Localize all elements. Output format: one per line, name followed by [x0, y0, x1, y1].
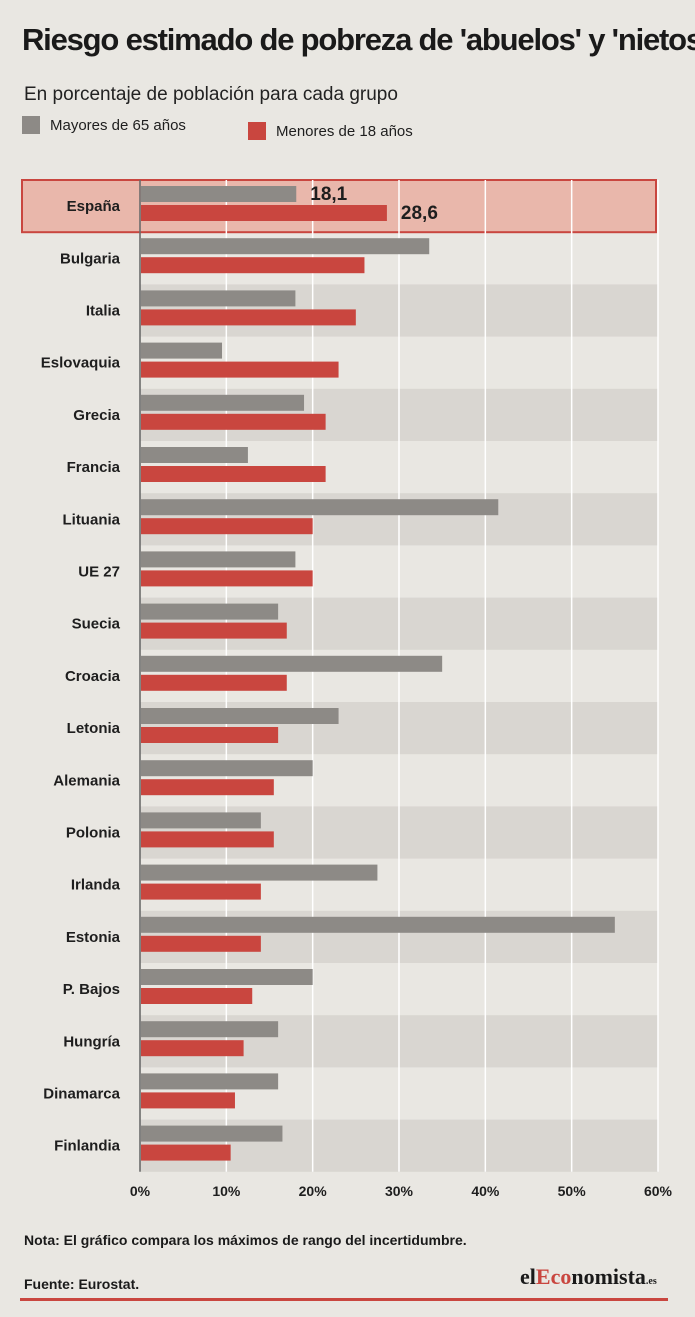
- bar-menores: [141, 779, 274, 796]
- category-label: UE 27: [78, 564, 120, 581]
- category-label: Letonia: [67, 720, 121, 737]
- category-label: P. Bajos: [63, 981, 120, 998]
- legend-item-menores: Menores de 18 años: [248, 122, 413, 140]
- bar-mayores: [141, 916, 615, 933]
- category-label: Francia: [67, 459, 121, 476]
- bar-menores: [141, 309, 356, 326]
- bar-menores: [141, 935, 261, 952]
- bar-mayores: [141, 969, 313, 985]
- bar-menores: [141, 518, 313, 535]
- chart-title: Riesgo estimado de pobreza de 'abuelos' …: [22, 22, 695, 57]
- x-tick-label: 0%: [130, 1183, 151, 1199]
- legend-label-menores: Menores de 18 años: [276, 122, 413, 140]
- category-label: Polonia: [66, 825, 121, 842]
- bar-mayores: [141, 551, 296, 568]
- bar-mayores: [141, 1073, 279, 1090]
- category-label: Estonia: [66, 929, 121, 946]
- category-label: Eslovaquia: [41, 355, 121, 372]
- bar-menores: [141, 674, 287, 691]
- bar-mayores: [141, 708, 339, 724]
- legend-label-mayores: Mayores de 65 años: [50, 116, 186, 134]
- bar-menores: [141, 1040, 244, 1057]
- bar-menores: [141, 466, 326, 482]
- bar-mayores: [141, 186, 297, 202]
- category-label: Suecia: [72, 616, 121, 633]
- category-label: Finlandia: [54, 1138, 120, 1155]
- legend-swatch-gray: [22, 116, 40, 134]
- category-label: Dinamarca: [43, 1086, 120, 1103]
- category-label: Croacia: [65, 668, 121, 685]
- bar-menores: [141, 988, 253, 1004]
- x-tick-label: 20%: [299, 1183, 328, 1199]
- category-label: Lituania: [62, 511, 120, 528]
- category-label: Italia: [86, 303, 121, 320]
- footer-rule: [20, 1298, 668, 1301]
- bar-mayores: [141, 864, 378, 881]
- legend-item-mayores: Mayores de 65 años: [22, 116, 186, 134]
- bar-menores: [141, 727, 279, 743]
- x-tick-label: 40%: [471, 1183, 500, 1199]
- publisher-logo: elEconomista.es: [520, 1264, 657, 1289]
- bar-mayores: [141, 1125, 283, 1142]
- category-label: España: [67, 198, 121, 215]
- bar-mayores: [141, 812, 261, 829]
- bar-mayores: [141, 342, 223, 359]
- bar-menores: [141, 361, 339, 378]
- data-label: 28,6: [401, 203, 438, 224]
- bar-mayores: [141, 238, 430, 255]
- bar-menores: [141, 257, 365, 274]
- bar-mayores: [141, 290, 296, 307]
- chart-subtitle: En porcentaje de población para cada gru…: [24, 84, 398, 105]
- bar-menores: [141, 1092, 235, 1109]
- bar-mayores: [141, 655, 443, 672]
- chart-note: Nota: El gráfico compara los máximos de …: [24, 1232, 467, 1248]
- category-label: Hungría: [63, 1033, 120, 1050]
- data-label: 18,1: [310, 184, 347, 205]
- x-tick-label: 50%: [558, 1183, 587, 1199]
- bar-menores: [141, 1144, 231, 1161]
- chart-source: Fuente: Eurostat.: [24, 1276, 140, 1292]
- category-label: Bulgaria: [60, 250, 121, 267]
- category-label: Grecia: [73, 407, 120, 424]
- bar-mayores: [141, 447, 248, 463]
- bar-mayores: [141, 760, 313, 777]
- bar-menores: [141, 622, 287, 639]
- bar-menores: [141, 413, 326, 430]
- category-label: Alemania: [53, 772, 120, 789]
- x-tick-label: 10%: [212, 1183, 241, 1199]
- bar-mayores: [141, 394, 305, 411]
- bar-chart: España Bulgaria Italia Eslovaquia Grecia Fran…: [21, 179, 673, 1199]
- bar-mayores: [141, 1021, 279, 1038]
- bar-mayores: [141, 603, 279, 620]
- legend: Mayores de 65 años Menores de 18 años: [22, 116, 542, 140]
- x-tick-label: 30%: [385, 1183, 414, 1199]
- x-tick-label: 60%: [644, 1183, 673, 1199]
- bar-menores: [141, 883, 261, 900]
- category-label: Irlanda: [71, 877, 121, 894]
- bar-menores: [141, 570, 313, 587]
- bar-mayores: [141, 499, 499, 516]
- bar-menores: [141, 205, 387, 221]
- legend-swatch-red: [248, 122, 266, 140]
- bar-menores: [141, 831, 274, 848]
